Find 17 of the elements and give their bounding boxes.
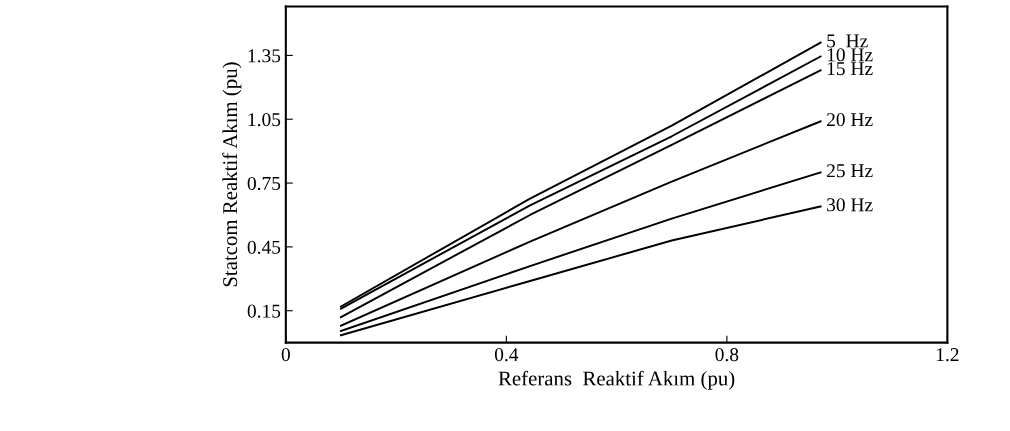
x-tick-label: 1.2	[936, 348, 959, 362]
series-label: 10 Hz	[827, 48, 873, 62]
x-axis-title: Referans Reaktif Akım (pu)	[498, 370, 735, 390]
y-tick-label: 0.45	[247, 240, 281, 254]
x-tick-label: 0.4	[494, 348, 519, 362]
series-label: 30 Hz	[827, 198, 873, 212]
x-tick-label: 0.8	[715, 348, 739, 362]
series-label: 20 Hz	[826, 113, 873, 127]
y-tick-label: 0.15	[247, 304, 281, 318]
y-tick-label: 1.05	[248, 113, 281, 127]
series-label: 5 Hz	[827, 34, 868, 48]
x-tick-label: 0	[281, 348, 290, 362]
series-label: 25 Hz	[826, 164, 873, 178]
series-label: 15 Hz	[827, 62, 873, 76]
y-axis-title: Statcom Reaktif Akım (pu)	[222, 62, 242, 287]
y-tick-label: 1.35	[248, 49, 281, 63]
y-tick-label: 0.75	[247, 176, 281, 191]
